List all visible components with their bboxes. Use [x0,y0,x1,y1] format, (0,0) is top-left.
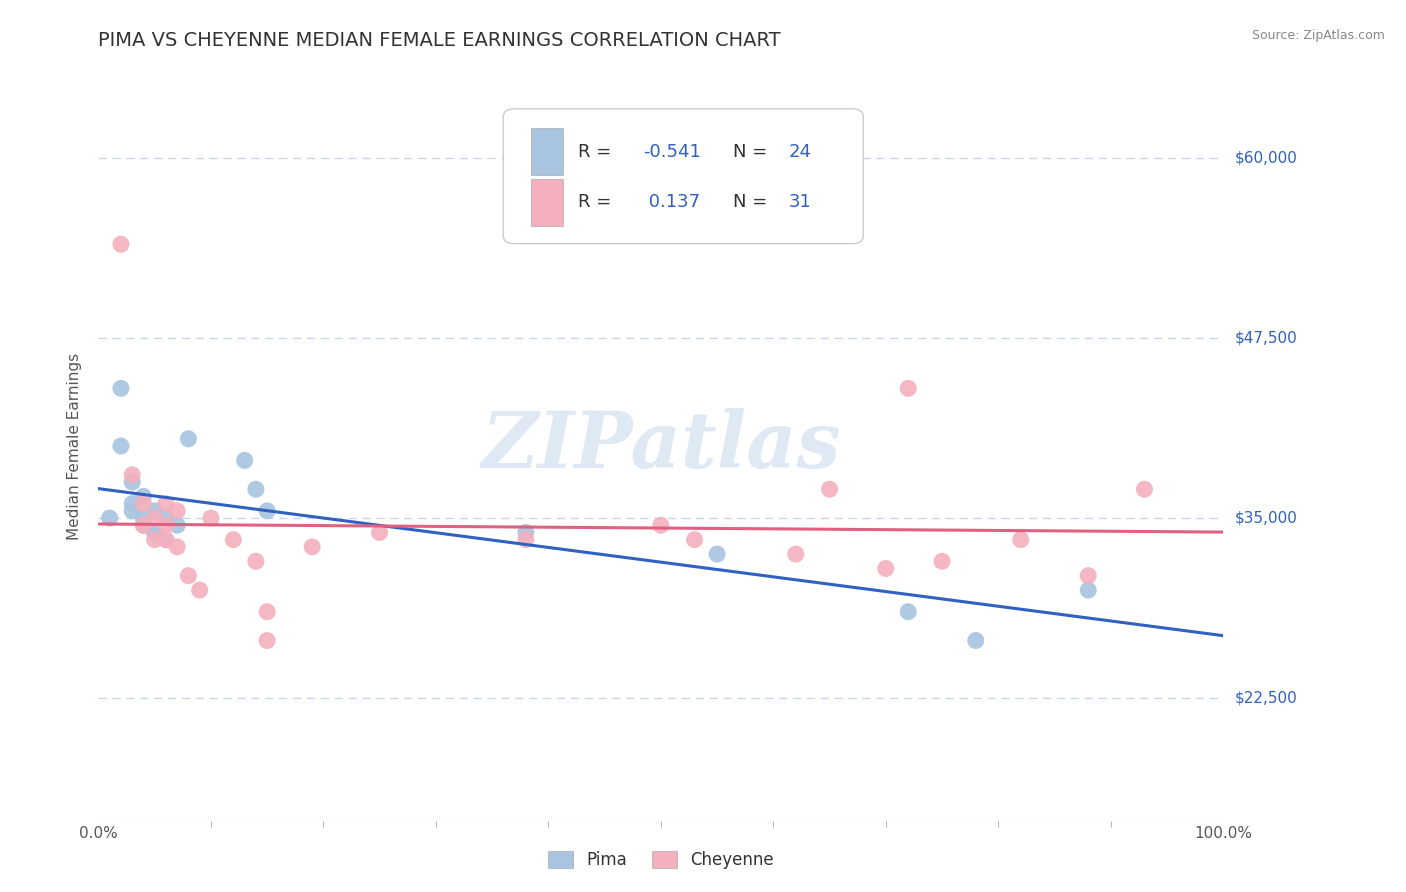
Point [1077,583,1099,598]
Text: R =: R = [578,194,617,211]
Point [222,533,245,547]
FancyBboxPatch shape [503,109,863,244]
Point [1077,568,1099,582]
Text: ZIPatlas: ZIPatlas [481,408,841,484]
Point [1133,482,1156,496]
Point [256,504,278,518]
Point [143,525,166,540]
Point [155,533,177,547]
FancyBboxPatch shape [531,179,562,226]
Point [650,518,672,533]
Y-axis label: Median Female Earnings: Median Female Earnings [67,352,83,540]
Point [965,633,987,648]
Point [143,533,166,547]
Text: N =: N = [733,143,773,161]
Point [931,554,953,568]
Point [245,554,267,568]
FancyBboxPatch shape [531,128,562,175]
Text: -0.541: -0.541 [643,143,700,161]
Point [155,533,177,547]
Text: N =: N = [733,194,773,211]
Point [875,561,897,575]
Point [143,525,166,540]
Point [256,605,278,619]
Text: 24: 24 [789,143,813,161]
Point [1010,533,1032,547]
Text: 0.137: 0.137 [643,194,700,211]
Point [155,518,177,533]
Point [515,525,537,540]
Point [121,475,143,489]
Point [245,482,267,496]
Point [166,540,188,554]
Point [785,547,807,561]
Point [177,432,200,446]
Point [155,497,177,511]
Point [110,237,132,252]
Point [132,511,155,525]
Point [121,504,143,518]
Point [368,525,391,540]
Point [706,547,728,561]
Point [256,633,278,648]
Point [166,518,188,533]
Point [132,518,155,533]
Text: $60,000: $60,000 [1234,151,1298,165]
Point [110,381,132,395]
Text: $47,500: $47,500 [1234,330,1298,345]
Point [143,504,166,518]
Point [301,540,323,554]
Text: Source: ZipAtlas.com: Source: ZipAtlas.com [1251,29,1385,42]
Legend: Pima, Cheyenne: Pima, Cheyenne [541,845,780,876]
Point [233,453,256,467]
Text: PIMA VS CHEYENNE MEDIAN FEMALE EARNINGS CORRELATION CHART: PIMA VS CHEYENNE MEDIAN FEMALE EARNINGS … [98,31,782,50]
Point [818,482,841,496]
Point [683,533,706,547]
Point [110,439,132,453]
Text: 31: 31 [789,194,811,211]
Point [155,511,177,525]
Text: $35,000: $35,000 [1234,510,1298,525]
Point [132,490,155,504]
Point [897,381,920,395]
Point [121,497,143,511]
Point [200,511,222,525]
Text: $22,500: $22,500 [1234,690,1298,706]
Point [98,511,121,525]
Point [897,605,920,619]
Point [515,533,537,547]
Point [177,568,200,582]
Point [121,467,143,482]
Point [143,511,166,525]
Text: R =: R = [578,143,617,161]
Point [166,504,188,518]
Point [132,497,155,511]
Point [132,518,155,533]
Point [188,583,211,598]
